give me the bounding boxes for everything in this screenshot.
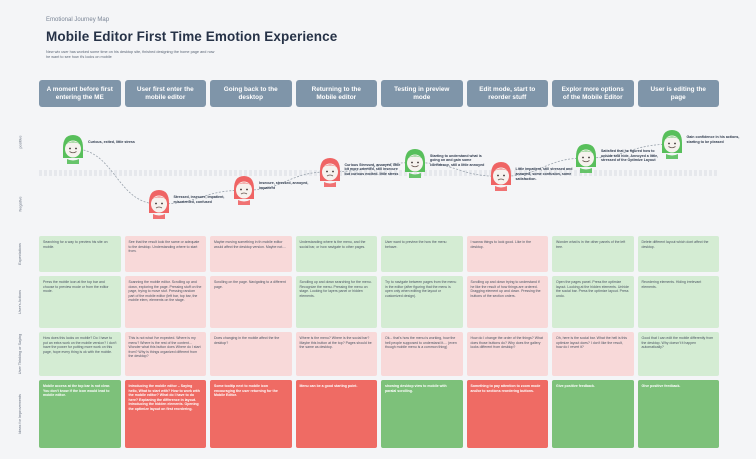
happy-face-icon: [660, 129, 684, 160]
neutral-band: [39, 170, 719, 176]
actions-row: Press the mobile icon at the top bar and…: [39, 276, 719, 328]
expectations-cell: Wonder what is in the other panels of th…: [552, 236, 634, 272]
happy-face-icon: [61, 134, 85, 164]
stage-header: User first enter the mobile editor: [124, 80, 206, 107]
thinking-cell: Good that I can edit the mobile differen…: [637, 332, 719, 376]
row-label-expectations: Expectations: [18, 243, 22, 265]
ideas-cell: Mobile access at the top bar is not clea…: [39, 380, 121, 448]
stage-header: User is editing the page: [637, 80, 719, 107]
expectations-cell: I wanna things to look good. Like in the…: [466, 236, 548, 272]
ideas-cell: Something to pay attention to zoom mode …: [466, 380, 548, 448]
ideas-cell: showing desktop view to mobile with para…: [381, 380, 463, 448]
stage-header: Returning to the Mobile editor: [295, 80, 377, 107]
emotion-note: Stressed, insecure, impatient, misorient…: [173, 195, 225, 204]
expectations-row: Searching for a way to preview his site …: [39, 236, 719, 272]
emotion-note: Insecure, stressed, annoyed, impatient: [259, 181, 309, 190]
expectations-cell: Searching for a way to preview his site …: [39, 236, 121, 272]
emotion-note: Gain confidence in his actions, starting…: [686, 135, 740, 144]
emotion-curve-area: Curious, exited, little stress Stressed, …: [39, 112, 739, 232]
happy-face-icon: [403, 148, 427, 178]
thinking-cell: Oh, here is the social bar. What the hel…: [552, 332, 634, 376]
row-label-thinking: User Thinking or Saying: [18, 333, 23, 375]
actions-cell: Open the pages panel. Press the optimize…: [552, 276, 634, 328]
emotion-note: Curious Stressed, annoyed, little bit mo…: [344, 162, 401, 176]
thinking-cell: This is not what I've expected. Where is…: [124, 332, 206, 376]
sad-face-icon: [147, 189, 171, 219]
stage-header: Explor more options of the Mobile Editor: [552, 80, 634, 107]
row-label-actions: User's Actions: [18, 290, 22, 314]
actions-cell: Try to navigate between pages from the m…: [381, 276, 463, 328]
ideas-cell: Introducing the mobile editor – Saying h…: [124, 380, 206, 448]
thinking-cell: How do I change the order of the things?…: [466, 332, 548, 376]
emotion-note: Little impatient, still stressed and ann…: [515, 167, 573, 181]
actions-cell: Scanning the mobile editor. Scrolling up…: [124, 276, 206, 328]
page-title: Mobile Editor First Time Emotion Experie…: [46, 29, 338, 44]
stage-header-row: A moment before first entering the ME Use…: [39, 80, 719, 107]
actions-cell: Press the mobile icon at the top bar and…: [39, 276, 121, 328]
emotion-note: Satisfied that he figured how to unhide …: [601, 149, 659, 163]
thinking-cell: Does changing in the mobile affect the t…: [210, 332, 292, 376]
expectations-cell: Understanding where is the menu, and the…: [295, 236, 377, 272]
thinking-cell: Where is the menu? Where is the social b…: [295, 332, 377, 376]
actions-cell: Reordering elements. Hiding irrelevant e…: [637, 276, 719, 328]
expectations-cell: Delete different layout which dont affec…: [637, 236, 719, 272]
sad-face-icon: [318, 157, 342, 187]
ideas-cell: Some tooltip next to mobile icon encoura…: [210, 380, 292, 448]
emotion-note: Starting to understand what is going on …: [430, 153, 485, 167]
ideas-cell: Menu can be a good starting point.: [295, 380, 377, 448]
expectations-cell: See that the result look the same or ade…: [124, 236, 206, 272]
stage-header: A moment before first entering the ME: [39, 80, 121, 107]
actions-cell: Scrolling up and down trying to understa…: [466, 276, 548, 328]
sad-face-icon: [232, 175, 256, 206]
expectations-cell: Maybe moving something in th mobile edit…: [210, 236, 292, 272]
happy-face-icon: [574, 143, 598, 173]
sad-face-icon: [489, 161, 513, 192]
ideas-cell: Give positive feedback.: [637, 380, 719, 448]
stage-header: Going back to the desktop: [210, 80, 292, 107]
intro-text: New wix user has worked some time on his…: [46, 50, 215, 60]
emotion-note: Curious, exited, little stress: [88, 139, 135, 144]
actions-cell: Scrolling on the page. Navigating to a d…: [210, 276, 292, 328]
row-label-negative: Negative: [18, 196, 22, 212]
thinking-cell: How does this looks on mobile? Do I have…: [39, 332, 121, 376]
thinking-row: How does this looks on mobile? Do I have…: [39, 332, 719, 376]
stage-header: Testing in preview mode: [381, 80, 463, 107]
journey-map-tag: Emotional Journey Map: [46, 17, 110, 23]
ideas-cell: Give positive feedback.: [552, 380, 634, 448]
expectations-cell: User want to preview the how the menu be…: [381, 236, 463, 272]
ideas-row: Mobile access at the top bar is not clea…: [39, 380, 719, 448]
actions-cell: Scrolling up and down searching for the …: [295, 276, 377, 328]
stage-header: Edit mode, start to reorder stuff: [466, 80, 548, 107]
row-label-positive: positive: [18, 135, 22, 149]
thinking-cell: Ok... that's how the menu is working, ho…: [381, 332, 463, 376]
row-label-ideas: Ideas for Improvements: [18, 394, 23, 434]
